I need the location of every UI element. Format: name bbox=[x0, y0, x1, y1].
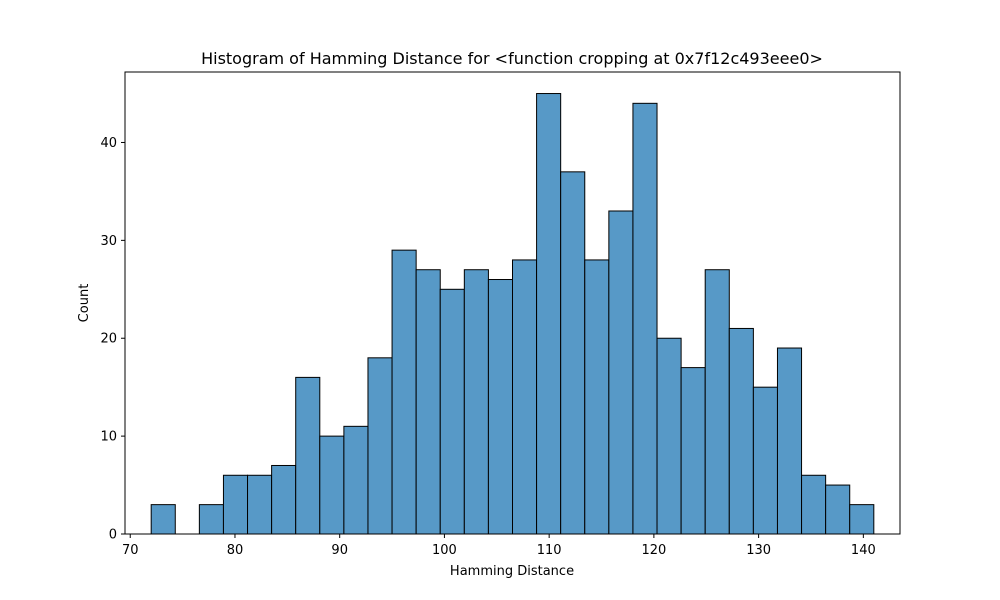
histogram-bar bbox=[343, 425, 369, 535]
x-tick-label: 70 bbox=[122, 543, 139, 558]
chart-title: Histogram of Hamming Distance for <funct… bbox=[201, 49, 823, 68]
histogram-bar bbox=[222, 474, 249, 535]
y-tick-label: 10 bbox=[100, 430, 117, 445]
histogram-bar bbox=[150, 504, 176, 535]
x-axis-ticks: 70 80 90 100 110 120 130 140 bbox=[122, 534, 876, 558]
histogram-bar bbox=[825, 484, 851, 535]
histogram-bar bbox=[728, 327, 754, 535]
histogram-bar bbox=[752, 386, 778, 535]
x-tick-label: 110 bbox=[537, 543, 562, 558]
histogram-bar bbox=[608, 210, 634, 535]
histogram-bar bbox=[849, 504, 875, 535]
plot-frame bbox=[124, 71, 901, 535]
y-axis-ticks: 0 10 20 30 40 bbox=[100, 136, 125, 543]
histogram-bar bbox=[295, 376, 321, 535]
histogram-bar bbox=[512, 259, 538, 535]
histogram-bar bbox=[391, 249, 417, 535]
x-tick-label: 100 bbox=[432, 543, 457, 558]
y-tick-label: 30 bbox=[100, 234, 117, 249]
histogram-bar bbox=[319, 435, 345, 535]
x-tick-label: 120 bbox=[641, 543, 666, 558]
histogram-bar bbox=[415, 269, 441, 535]
y-tick-label: 0 bbox=[109, 528, 117, 543]
histogram-bar bbox=[487, 279, 514, 535]
histogram-bar bbox=[198, 504, 224, 535]
histogram-bar bbox=[801, 474, 827, 535]
x-tick-label: 130 bbox=[746, 543, 771, 558]
histogram-bar bbox=[560, 171, 586, 535]
histogram-bar bbox=[632, 102, 658, 535]
x-tick-label: 90 bbox=[331, 543, 348, 558]
histogram-bar bbox=[536, 93, 562, 535]
histogram-bar bbox=[367, 357, 393, 535]
histogram-bar bbox=[776, 347, 803, 535]
y-tick-label: 20 bbox=[100, 332, 117, 347]
y-tick-label: 40 bbox=[100, 136, 117, 151]
x-tick-label: 140 bbox=[851, 543, 876, 558]
histogram-bar bbox=[271, 464, 297, 535]
histogram-bar bbox=[247, 474, 273, 535]
y-axis-label: Count bbox=[77, 284, 92, 323]
histogram-bar bbox=[584, 259, 610, 535]
histogram-bar bbox=[656, 337, 682, 535]
bars-group bbox=[150, 93, 875, 535]
histogram-bar bbox=[704, 269, 730, 535]
histogram-bar bbox=[680, 367, 706, 535]
histogram-bar bbox=[439, 288, 465, 535]
x-tick-label: 80 bbox=[227, 543, 244, 558]
x-axis-label: Hamming Distance bbox=[450, 564, 574, 579]
histogram-bar bbox=[463, 269, 489, 535]
